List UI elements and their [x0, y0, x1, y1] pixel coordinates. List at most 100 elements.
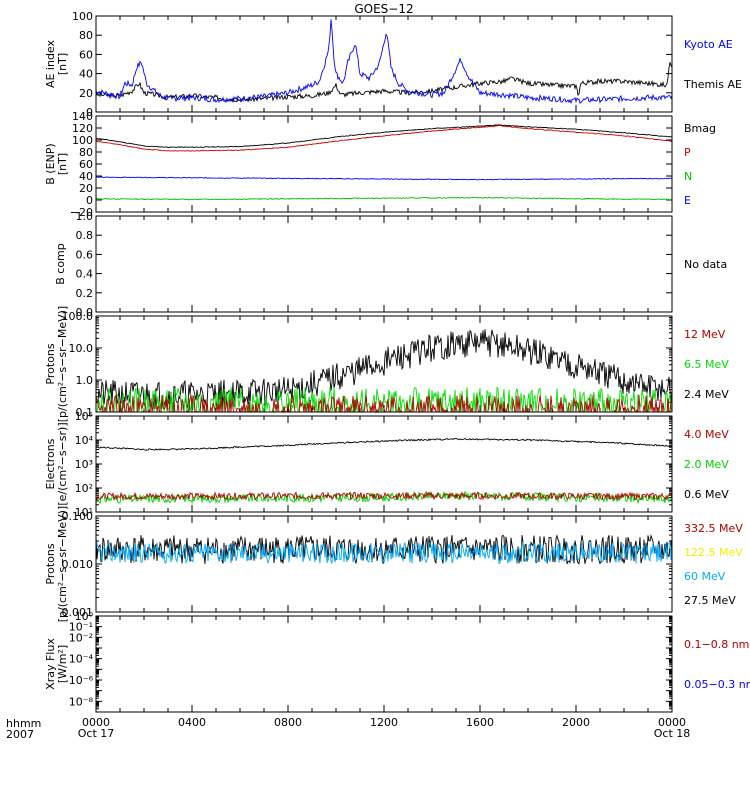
- panel-frame: [95, 515, 673, 613]
- y-tick-label: 0: [86, 106, 93, 119]
- y-tick-label: 80: [79, 29, 93, 42]
- y-tick-label: 40: [79, 170, 93, 183]
- panel-frame: [95, 215, 673, 313]
- x-tick-label: 0800: [274, 716, 302, 729]
- legend-label: E: [684, 194, 691, 207]
- y-tick-label: 10⁻⁴: [69, 653, 94, 666]
- y-tick-label: 1.0: [76, 374, 94, 387]
- x-tick-label: 0400: [178, 716, 206, 729]
- y-tick-label: 140: [72, 110, 93, 123]
- legend-label: 0.05−0.3 nm: [684, 678, 750, 691]
- y-tick-label: 0.8: [76, 229, 94, 242]
- y-tick-label: 40: [79, 68, 93, 81]
- panel-frame: [95, 315, 673, 413]
- y-tick-label: 10⁻⁸: [69, 695, 94, 708]
- y-tick-label: 1.0: [76, 210, 94, 223]
- series-line-kyoto-ae: [95, 19, 673, 105]
- panel-frame: [95, 415, 673, 513]
- time-axis-format-label: hhmm: [6, 717, 41, 730]
- panel-frame: [95, 115, 673, 213]
- panel-frame: [95, 615, 673, 713]
- x-tick-label: 0000: [658, 716, 686, 729]
- series-line-e: [95, 176, 673, 181]
- y-tick-label: 0.010: [62, 558, 94, 571]
- y-tick-label: 60: [79, 48, 93, 61]
- y-axis-title: [nT]: [56, 153, 69, 175]
- legend-label: Kyoto AE: [684, 38, 733, 51]
- y-tick-label: 20: [79, 182, 93, 195]
- y-tick-label: 60: [79, 158, 93, 171]
- y-axis-title: B comp: [54, 243, 67, 285]
- y-axis-title: B (ENP): [44, 143, 57, 184]
- series-line-12-mev: [95, 394, 673, 414]
- y-tick-label: 100.0: [62, 310, 94, 323]
- legend-label: 2.4 MeV: [684, 388, 729, 401]
- legend-label: 6.5 MeV: [684, 358, 729, 371]
- legend-label: 332.5 MeV: [684, 522, 743, 535]
- y-tick-label: 10.0: [69, 342, 94, 355]
- x-tick-date-label: Oct 18: [654, 727, 691, 740]
- y-axis-title: [p/(cm²−s−sr−MeV)]: [56, 506, 69, 622]
- x-tick-label: 1600: [466, 716, 494, 729]
- series-line-bmag: [95, 124, 673, 149]
- legend-label: No data: [684, 258, 727, 271]
- y-axis-title: Electrons: [44, 438, 57, 489]
- y-tick-label: 0: [86, 194, 93, 207]
- y-axis-title: Protons: [44, 343, 57, 384]
- y-tick-label: 10⁻¹: [69, 621, 93, 634]
- y-axis-title: [nT]: [56, 53, 69, 75]
- series-line-themis-ae: [95, 62, 673, 103]
- y-tick-label: 20: [79, 87, 93, 100]
- y-axis-title: [e/(cm²−s−sr)]: [56, 422, 69, 505]
- series-line-n: [95, 196, 673, 201]
- series-line-2-0-mev: [95, 490, 673, 505]
- y-axis-title: [p/(cm²−s−sr−MeV)]: [56, 306, 69, 422]
- legend-label: Themis AE: [683, 78, 742, 91]
- y-tick-label: −20: [70, 206, 93, 219]
- x-tick-label: 0000: [82, 716, 110, 729]
- legend-label: 0.6 MeV: [684, 488, 729, 501]
- y-tick-label: 10⁻⁶: [69, 674, 94, 687]
- legend-label: 0.1−0.8 nm: [684, 638, 749, 651]
- panel-electrons: 10¹ 10² 10³ 10⁴ 10⁵ Electrons [e/(cm²−s−sr)] 4.…: [44, 410, 729, 519]
- series-line-p: [95, 124, 673, 152]
- series-line-0-6-mev: [95, 437, 673, 451]
- panel-bcomp: 0.0 0.2 0.4 0.6 0.8 1.0 B comp No data: [54, 210, 727, 319]
- panel-ae: 0 20 40 60 80 100 AE index [nT] Kyoto AE Themis A…: [44, 10, 742, 119]
- y-tick-label: 0.2: [76, 287, 94, 300]
- y-tick-label: 10⁴: [75, 434, 94, 447]
- y-axis-title: Xray Flux: [44, 638, 57, 690]
- y-tick-label: 0.001: [62, 606, 94, 619]
- series-line-4-0-mev: [95, 491, 673, 502]
- y-tick-label: 0.100: [62, 510, 94, 523]
- legend-label: 122.5 MeV: [684, 546, 743, 559]
- y-axis-title: [W/m²]: [56, 645, 69, 683]
- y-tick-label: 10²: [75, 482, 93, 495]
- legend-label: 2.0 MeV: [684, 458, 729, 471]
- x-tick-label: 1200: [370, 716, 398, 729]
- legend-label: N: [684, 170, 692, 183]
- panel-frame: [95, 15, 673, 113]
- y-tick-label: 0.0: [76, 306, 94, 319]
- y-tick-label: 10⁵: [75, 410, 93, 423]
- y-tick-label: 100: [72, 10, 93, 23]
- series-line-2-4-mev: [95, 329, 673, 410]
- y-tick-label: 10⁰: [75, 610, 94, 623]
- y-axis-title: Protons: [44, 543, 57, 584]
- y-tick-label: 0.4: [76, 268, 94, 281]
- legend-label: 4.0 MeV: [684, 428, 729, 441]
- legend-label: P: [684, 146, 691, 159]
- legend-label: 27.5 MeV: [684, 594, 736, 607]
- y-axis-title: AE index: [44, 39, 57, 88]
- y-tick-label: 100: [72, 134, 93, 147]
- panel-protons-low: 0.1 1.0 10.0 100.0 Protons [p/(cm²−s−sr−MeV)]…: [44, 306, 729, 422]
- y-tick-label: 0.1: [76, 406, 94, 419]
- y-tick-label: 10³: [75, 458, 93, 471]
- legend-label: Bmag: [684, 122, 716, 135]
- x-tick-date-label: Oct 17: [78, 727, 115, 740]
- time-axis-year-label: 2007: [6, 728, 34, 741]
